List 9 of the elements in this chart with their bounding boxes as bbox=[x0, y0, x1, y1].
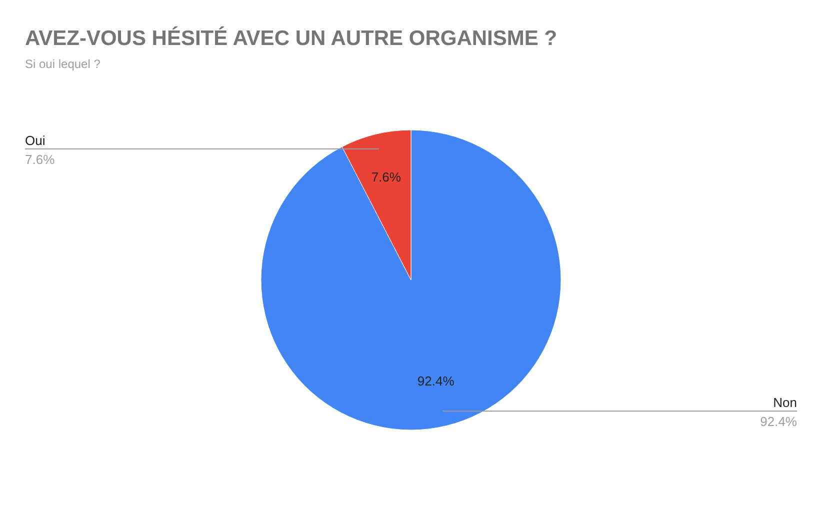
pie-slice bbox=[261, 130, 562, 430]
text: 7.6% bbox=[25, 152, 55, 167]
chart-subtitle: Si oui lequel ? bbox=[25, 57, 101, 71]
slice-label: Oui bbox=[25, 132, 46, 148]
chart-title: AVEZ-VOUS HÉSITÉ AVEC UN AUTRE ORGANISME ? bbox=[25, 26, 558, 50]
text: 92.4% bbox=[760, 414, 797, 430]
data-label: 7.6% bbox=[371, 169, 402, 184]
data-label: 92.4% bbox=[417, 373, 455, 388]
slice-label: Non bbox=[773, 395, 797, 410]
